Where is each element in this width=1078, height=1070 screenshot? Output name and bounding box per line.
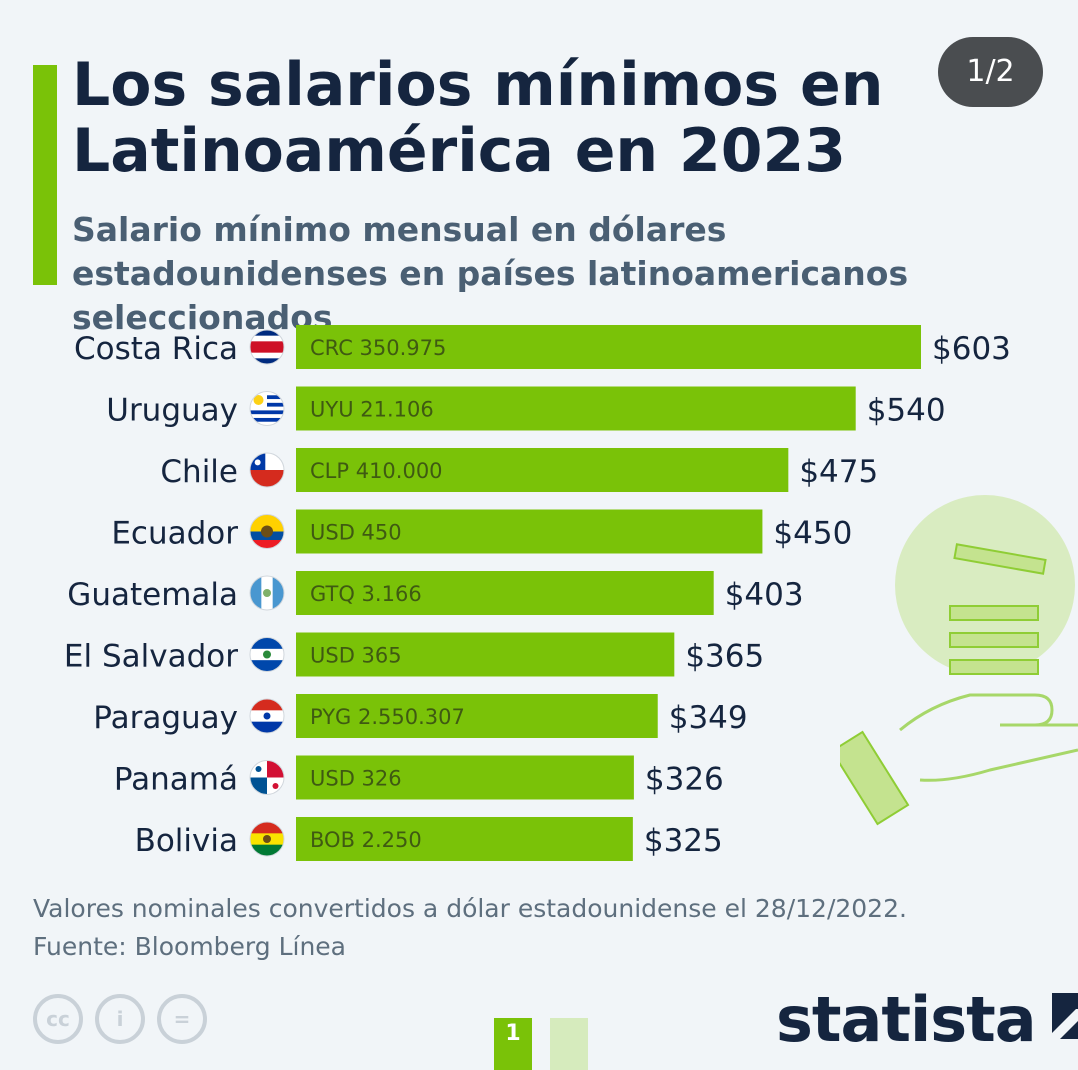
license-icons: cc i = <box>33 994 207 1044</box>
bar-row: Ecuador USD 450 $450 <box>111 509 852 554</box>
bar-row: Bolivia BOB 2.250 $325 <box>135 817 723 861</box>
local-currency-label: CRC 350.975 <box>310 336 446 360</box>
category-label: Uruguay <box>106 393 238 429</box>
flag-chile-icon <box>250 453 284 487</box>
local-currency-label: USD 326 <box>310 767 402 791</box>
bar <box>296 755 634 800</box>
bar <box>296 386 856 431</box>
value-label: $540 <box>867 393 946 429</box>
local-currency-label: GTQ 3.166 <box>310 582 422 606</box>
category-label: Guatemala <box>67 577 238 613</box>
bar-row: Costa Rica CRC 350.975 $603 <box>74 325 1011 369</box>
illustration-circle <box>895 495 1075 675</box>
bar-chart: Costa Rica CRC 350.975 $603 Uruguay UYU 21.1… <box>64 325 1011 861</box>
no-derivatives-icon[interactable]: = <box>157 994 207 1044</box>
local-currency-label: CLP 410.000 <box>310 459 443 483</box>
accent-bar <box>33 65 57 285</box>
flag-uruguay-icon <box>250 391 284 426</box>
chart-title: Los salarios mínimos en Latinoamérica en… <box>72 50 884 186</box>
bar-row: Paraguay PYG 2.550.307 $349 <box>93 694 748 738</box>
flag-panama-icon <box>250 760 284 795</box>
bar <box>296 817 633 861</box>
local-currency-label: UYU 21.106 <box>310 398 434 422</box>
statista-logo-icon <box>1051 993 1078 1047</box>
bar-row: Chile CLP 410.000 $475 <box>160 448 878 492</box>
bar <box>296 571 714 615</box>
category-label: El Salvador <box>64 639 238 675</box>
page-dot-2[interactable] <box>550 1018 588 1070</box>
value-label: $349 <box>669 700 748 736</box>
flag-ecuador-icon <box>250 514 284 549</box>
local-currency-label: USD 450 <box>310 521 402 545</box>
value-label: $325 <box>644 823 723 859</box>
page-dot-1[interactable]: 1 <box>494 1018 532 1070</box>
local-currency-label: USD 365 <box>310 644 402 668</box>
coin-stack-icon <box>949 543 1047 675</box>
value-label: $326 <box>645 762 724 798</box>
hand-outline-icon <box>899 693 1078 782</box>
bar <box>296 632 675 677</box>
attribution-icon[interactable]: i <box>95 994 145 1044</box>
bar <box>296 509 763 554</box>
bar <box>296 325 921 369</box>
chart-subtitle: Salario mínimo mensual en dólares estado… <box>72 210 909 337</box>
category-label: Ecuador <box>111 516 238 552</box>
page-dots: 1 <box>494 1018 588 1070</box>
logo-text: statista <box>776 983 1037 1056</box>
flag-bolivia-icon <box>250 822 284 856</box>
category-label: Bolivia <box>135 823 238 859</box>
bar-row: El Salvador USD 365 $365 <box>64 632 764 677</box>
category-label: Costa Rica <box>74 331 238 367</box>
bar <box>296 694 658 738</box>
source-note: Fuente: Bloomberg Línea <box>33 932 347 961</box>
category-label: Chile <box>160 454 238 490</box>
value-label: $403 <box>725 577 804 613</box>
bar <box>296 448 789 492</box>
bar-row: Guatemala GTQ 3.166 $403 <box>67 571 804 615</box>
statista-logo[interactable]: statista <box>776 985 1078 1055</box>
cc-icon[interactable]: cc <box>33 994 83 1044</box>
value-label: $450 <box>773 516 852 552</box>
local-currency-label: BOB 2.250 <box>310 828 422 852</box>
coin-hand-illustration <box>840 495 1078 826</box>
footnote: Valores nominales convertidos a dólar es… <box>33 890 907 966</box>
value-label: $603 <box>932 331 1011 367</box>
flag-costa-rica-icon <box>250 330 284 364</box>
conversion-note: Valores nominales convertidos a dólar es… <box>33 894 907 923</box>
category-label: Panamá <box>114 762 238 798</box>
bar-row: Uruguay UYU 21.106 $540 <box>106 386 946 431</box>
bar-row: Panamá USD 326 $326 <box>114 755 724 800</box>
flag-paraguay-icon <box>250 699 284 733</box>
local-currency-label: PYG 2.550.307 <box>310 705 465 729</box>
category-label: Paraguay <box>93 700 238 736</box>
value-label: $475 <box>799 454 878 490</box>
cuff-icon <box>840 730 910 826</box>
value-label: $365 <box>685 639 764 675</box>
flag-el-salvador-icon <box>250 637 284 672</box>
page-indicator[interactable]: 1/2 <box>938 37 1043 107</box>
flag-guatemala-icon <box>250 576 284 610</box>
